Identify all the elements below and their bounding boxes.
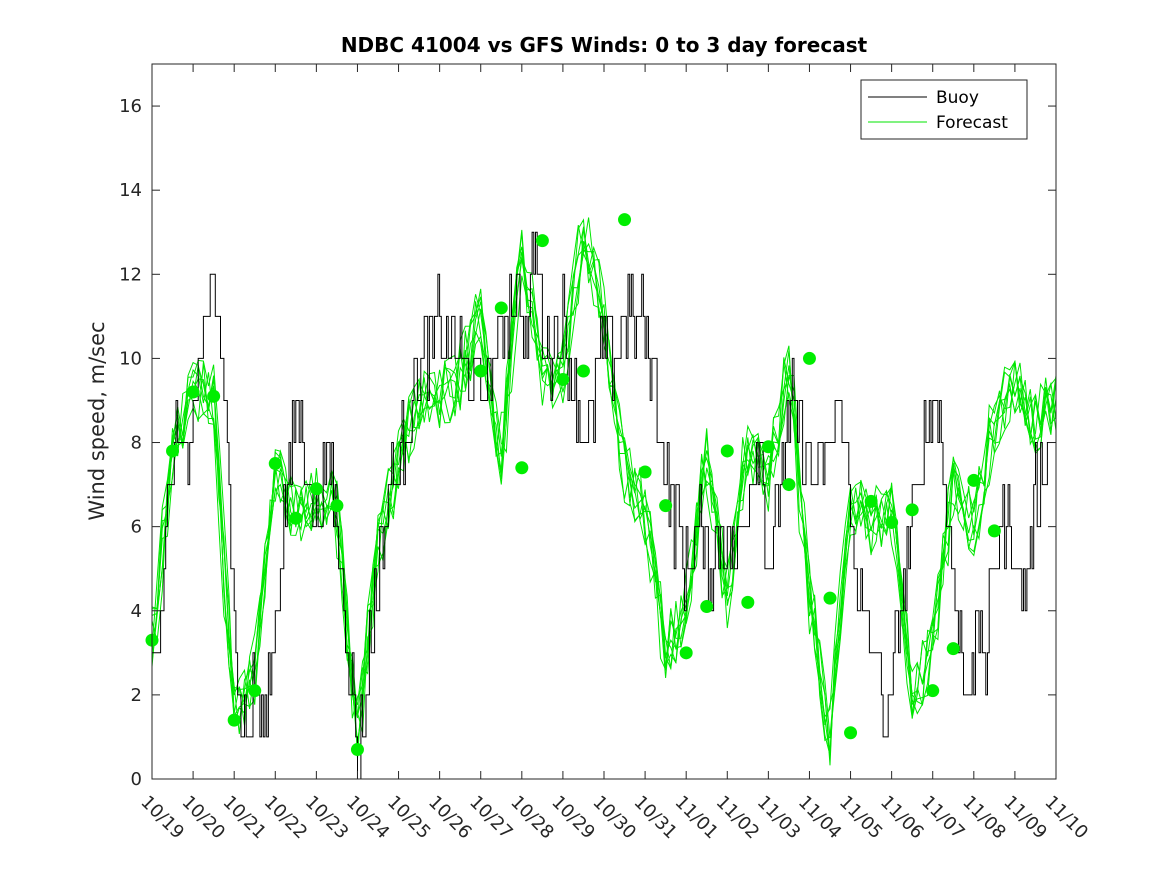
forecast-marker	[659, 499, 673, 513]
forecast-marker	[700, 600, 714, 614]
forecast-marker	[207, 389, 221, 403]
forecast-marker	[474, 364, 488, 378]
forecast-marker	[802, 351, 816, 365]
y-tick-label: 4	[131, 601, 142, 622]
forecast-marker	[967, 473, 981, 487]
forecast-marker	[720, 444, 734, 458]
forecast-marker	[494, 301, 508, 315]
axes-background	[152, 64, 1056, 779]
forecast-marker	[823, 591, 837, 605]
forecast-marker	[350, 743, 364, 757]
y-axis-label: Wind speed, m/sec	[85, 321, 109, 520]
forecast-marker	[926, 684, 940, 698]
forecast-marker	[946, 642, 960, 656]
forecast-run-line	[151, 249, 1057, 766]
y-tick-label: 8	[131, 433, 142, 454]
buoy-line	[152, 231, 1056, 780]
y-tick-label: 12	[119, 264, 142, 285]
y-tick-label: 0	[131, 769, 142, 790]
legend-buoy-label: Buoy	[936, 88, 979, 108]
forecast-marker	[885, 515, 899, 529]
forecast-marker	[679, 646, 693, 660]
forecast-marker	[515, 461, 529, 475]
y-tick-label: 10	[119, 348, 142, 369]
forecast-marker	[618, 213, 632, 227]
forecast-marker	[248, 684, 262, 698]
forecast-marker	[987, 524, 1001, 538]
forecast-marker	[556, 372, 570, 386]
forecast-marker	[227, 713, 241, 727]
forecast-marker	[741, 595, 755, 609]
y-tick-label: 6	[131, 517, 142, 538]
forecast-marker	[186, 385, 200, 399]
forecast-marker	[844, 726, 858, 740]
y-axis: 0 2 4 6 8 10 12 14 16	[119, 96, 1056, 790]
forecast-marker	[761, 440, 775, 454]
legend: Buoy Forecast	[860, 79, 1028, 140]
legend-box	[860, 79, 1028, 140]
forecast-marker	[535, 234, 549, 248]
y-tick-label: 14	[119, 180, 142, 201]
y-tick-label: 16	[119, 96, 142, 117]
forecast-marker	[330, 499, 344, 513]
forecast-marker	[576, 364, 590, 378]
forecast-marker	[638, 465, 652, 479]
plot-area	[145, 63, 1057, 780]
forecast-marker	[289, 511, 303, 525]
forecast-marker	[782, 478, 796, 492]
y-tick-label: 2	[131, 685, 142, 706]
buoy-series	[152, 231, 1056, 780]
legend-forecast-label: Forecast	[936, 113, 1008, 133]
forecast-marker	[905, 503, 919, 517]
forecast-marker	[268, 457, 282, 471]
forecast-marker	[166, 444, 180, 458]
forecast-marker	[864, 494, 878, 508]
forecast-marker	[309, 482, 323, 496]
forecast-markers	[145, 213, 1001, 757]
chart-title: NDBC 41004 vs GFS Winds: 0 to 3 day fore…	[341, 33, 868, 57]
